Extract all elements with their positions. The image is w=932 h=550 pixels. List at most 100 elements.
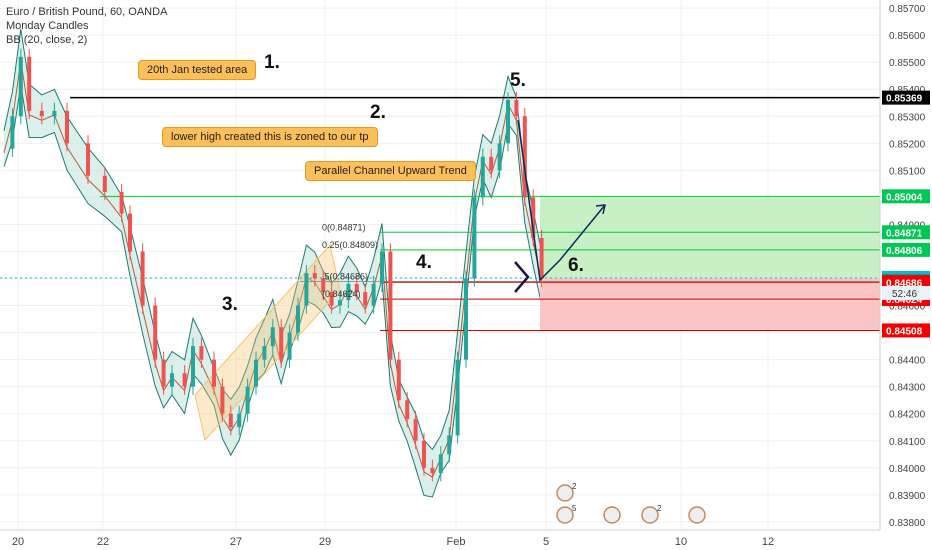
event-count: 2 [572, 482, 577, 491]
candle-body [312, 273, 317, 279]
marker-1[interactable]: 1. [264, 52, 280, 73]
callout-20th-jan[interactable]: 20th Jan tested area [138, 60, 257, 80]
candle-body [18, 56, 23, 117]
time-tick-label: 10 [675, 536, 687, 548]
candle-body [489, 156, 494, 171]
price-label: 0.84871 [886, 228, 923, 239]
price-label-bg [882, 225, 930, 240]
fib-level-label: 0.25(0.84809) [322, 240, 378, 250]
bollinger-fill [4, 28, 542, 497]
candle-body [65, 110, 69, 144]
candle-body [464, 278, 468, 360]
candle-body [388, 251, 393, 360]
time-tick-label: 12 [762, 536, 774, 548]
candle-body [27, 56, 32, 111]
candle-body [531, 197, 536, 238]
price-label: 0.84806 [886, 246, 923, 257]
fib-level-label: .5(0.84686) [322, 271, 368, 281]
candle-body [506, 100, 510, 144]
candle-body [413, 419, 418, 441]
candle-body [39, 110, 44, 117]
marker-4[interactable]: 4. [416, 252, 432, 273]
time-tick-label: 22 [97, 536, 109, 548]
time-tick-label: 5 [543, 536, 549, 548]
price-label-bg [882, 90, 930, 105]
bollinger-upper [3, 28, 543, 451]
price-label: 0.85369 [886, 94, 923, 105]
event-icon [688, 506, 706, 524]
candle-body [237, 413, 242, 428]
symbol-title[interactable]: Euro / British Pound, 60, OANDA [6, 6, 168, 18]
price-tick-label: 0.84600 [889, 302, 926, 313]
time-tick-label: 20 [12, 536, 24, 548]
candle-body [161, 359, 166, 387]
price-label: 0.84508 [886, 326, 923, 337]
chart-legend: Euro / British Pound, 60, OANDA Monday C… [6, 5, 167, 47]
price-label: 0.84686 [886, 278, 923, 289]
candle-body [287, 332, 292, 360]
marker-2[interactable]: 2. [370, 102, 386, 123]
price-tick-label: 0.85200 [889, 139, 926, 150]
candle-body [396, 359, 401, 401]
candle-body [514, 100, 519, 117]
candle-body [472, 197, 477, 279]
price-tick-label: 0.84000 [889, 464, 926, 475]
candle-body [430, 467, 435, 474]
candle-body [422, 440, 426, 468]
price-tick-label: 0.84300 [889, 383, 926, 394]
indicator-bollinger-bands[interactable]: BB (20, close, 2) [6, 34, 88, 46]
candle-body [10, 116, 15, 149]
price-tick-label: 0.83800 [889, 518, 926, 529]
candle-body [346, 283, 351, 301]
candle-body [480, 156, 485, 198]
candle-body [455, 359, 460, 436]
candle-body [338, 300, 342, 306]
callout-parallel-channel[interactable]: Parallel Channel Upward Trend [305, 161, 476, 181]
fib-level-label: 0(0.84871) [322, 222, 366, 232]
price-tick-label: 0.83900 [889, 491, 926, 502]
candle-body [191, 346, 195, 387]
fib-level-label: (0.84624) [322, 289, 361, 299]
candle-body [140, 251, 145, 306]
price-label: 0.84624 [886, 295, 923, 306]
candle-body [52, 110, 57, 117]
event-icon [556, 506, 574, 524]
candle-body [539, 237, 544, 279]
time-tick-label: Feb [447, 536, 466, 548]
arrow-head [595, 204, 606, 215]
candle-body [438, 454, 443, 474]
event-count: 5 [572, 504, 577, 513]
event-icon [641, 506, 659, 524]
countdown-label: 52:46 [892, 289, 917, 300]
price-tick-label: 0.85600 [889, 31, 926, 42]
candle-body [153, 305, 158, 360]
indicator-monday-candles[interactable]: Monday Candles [6, 20, 89, 32]
candle-body [279, 327, 284, 360]
price-tick-label: 0.84400 [889, 356, 926, 367]
price-label-bg [882, 189, 930, 204]
price-tick-label: 0.85300 [889, 112, 926, 123]
candle-body [262, 346, 267, 360]
candle-body [497, 143, 502, 171]
bollinger-lower [3, 84, 543, 498]
candle-body [405, 400, 410, 420]
price-label-bg [882, 275, 930, 290]
callout-lower-high[interactable]: lower high created this is zoned to our … [162, 127, 378, 147]
candle-body [212, 359, 216, 387]
target-zone [540, 196, 880, 278]
candle-body [371, 283, 376, 306]
marker-6[interactable]: 6. [568, 255, 584, 276]
event-count: 2 [657, 504, 662, 513]
price-tick-label: 0.85700 [889, 4, 926, 15]
marker-3[interactable]: 3. [222, 294, 238, 315]
candle-body [447, 435, 452, 455]
candle-body [102, 175, 107, 192]
countdown-bg [882, 285, 930, 300]
candle-body [363, 292, 368, 306]
marker-5[interactable]: 5. [510, 70, 526, 91]
candle-body [304, 273, 309, 306]
candle-body [329, 292, 334, 306]
parallel-channel [194, 243, 341, 442]
